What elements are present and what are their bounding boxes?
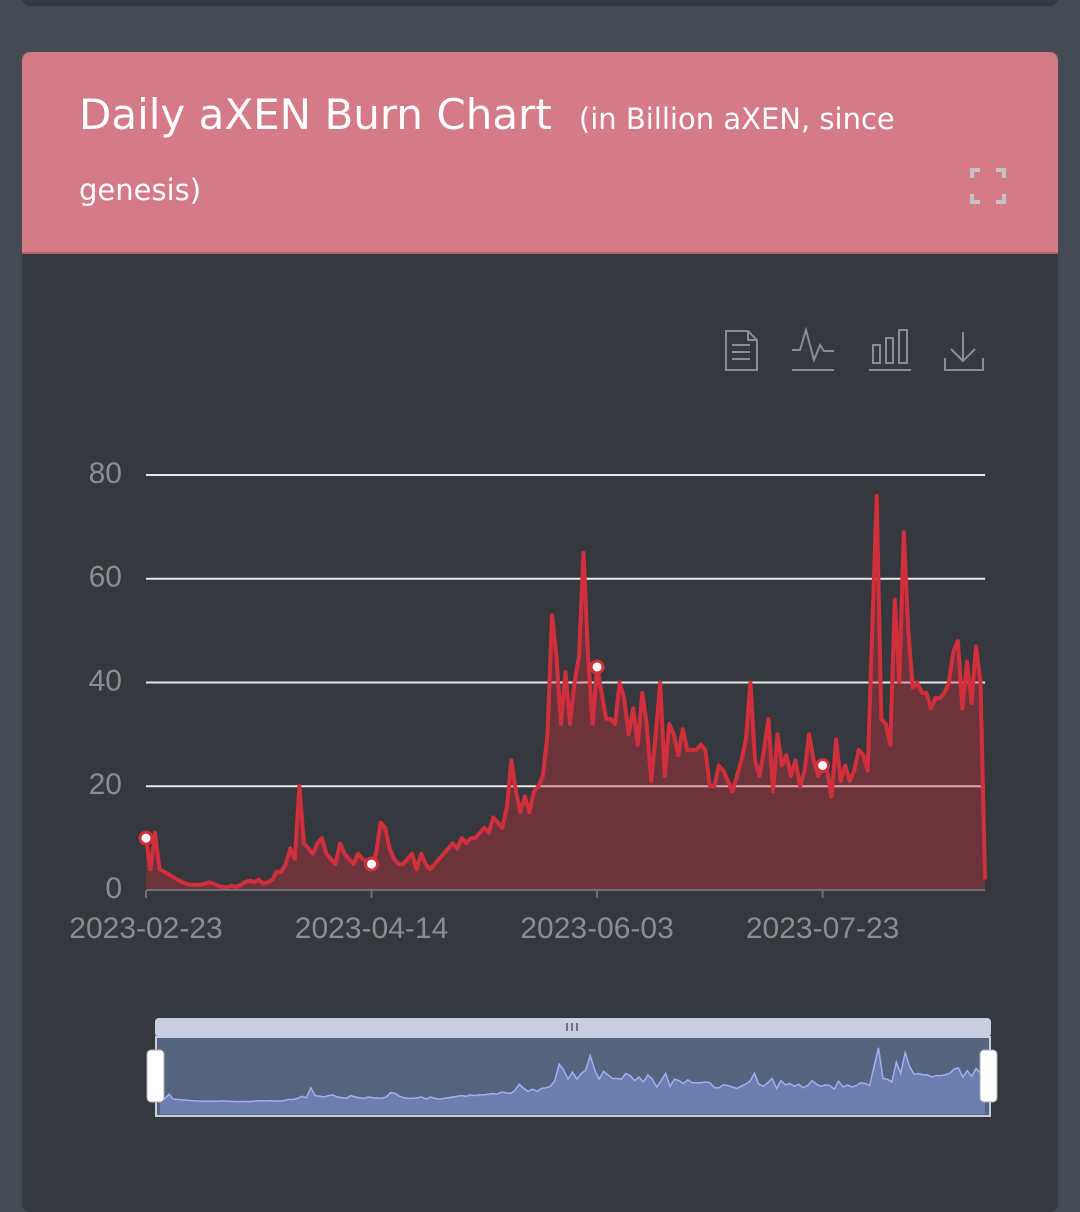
- x-tick-label: 2023-06-03: [520, 912, 673, 945]
- y-tick-label: 40: [89, 664, 122, 697]
- zoom-grip: [566, 1023, 578, 1031]
- zoom-preview: [159, 1047, 986, 1114]
- card-title: Daily aXEN Burn Chart: [79, 90, 552, 139]
- card-header: Daily aXEN Burn Chart (in Billion aXEN, …: [22, 52, 1058, 254]
- x-tick-label: 2023-02-23: [69, 912, 222, 945]
- y-tick-label: 0: [105, 872, 122, 905]
- zoom-preview-line: [159, 1047, 986, 1103]
- card-heading: Daily aXEN Burn Chart (in Billion aXEN, …: [79, 82, 939, 228]
- save-image-button[interactable]: [944, 332, 984, 371]
- point: [589, 659, 605, 675]
- y-tick-label: 80: [89, 457, 122, 490]
- bar-view-button[interactable]: [869, 329, 911, 371]
- zoom-handle-start[interactable]: [146, 1049, 165, 1103]
- y-tick-label: 60: [89, 561, 122, 594]
- line-view-button[interactable]: [792, 326, 834, 371]
- zoom-handle-end[interactable]: [979, 1049, 998, 1103]
- line: [144, 493, 987, 890]
- data-view-button[interactable]: [725, 330, 758, 371]
- zoom-preview-area: [160, 1047, 985, 1114]
- fullscreen-button[interactable]: [970, 168, 1006, 204]
- point: [815, 758, 831, 773]
- y-tick-label: 20: [89, 768, 122, 801]
- x-tick-label: 2023-04-14: [295, 912, 448, 945]
- previous-card: [22, 0, 1058, 6]
- point: [364, 856, 380, 872]
- point: [138, 830, 154, 846]
- x-tick-label: 2023-07-23: [746, 912, 899, 945]
- card-subtitle: (in Billion aXEN, since genesis): [79, 102, 895, 207]
